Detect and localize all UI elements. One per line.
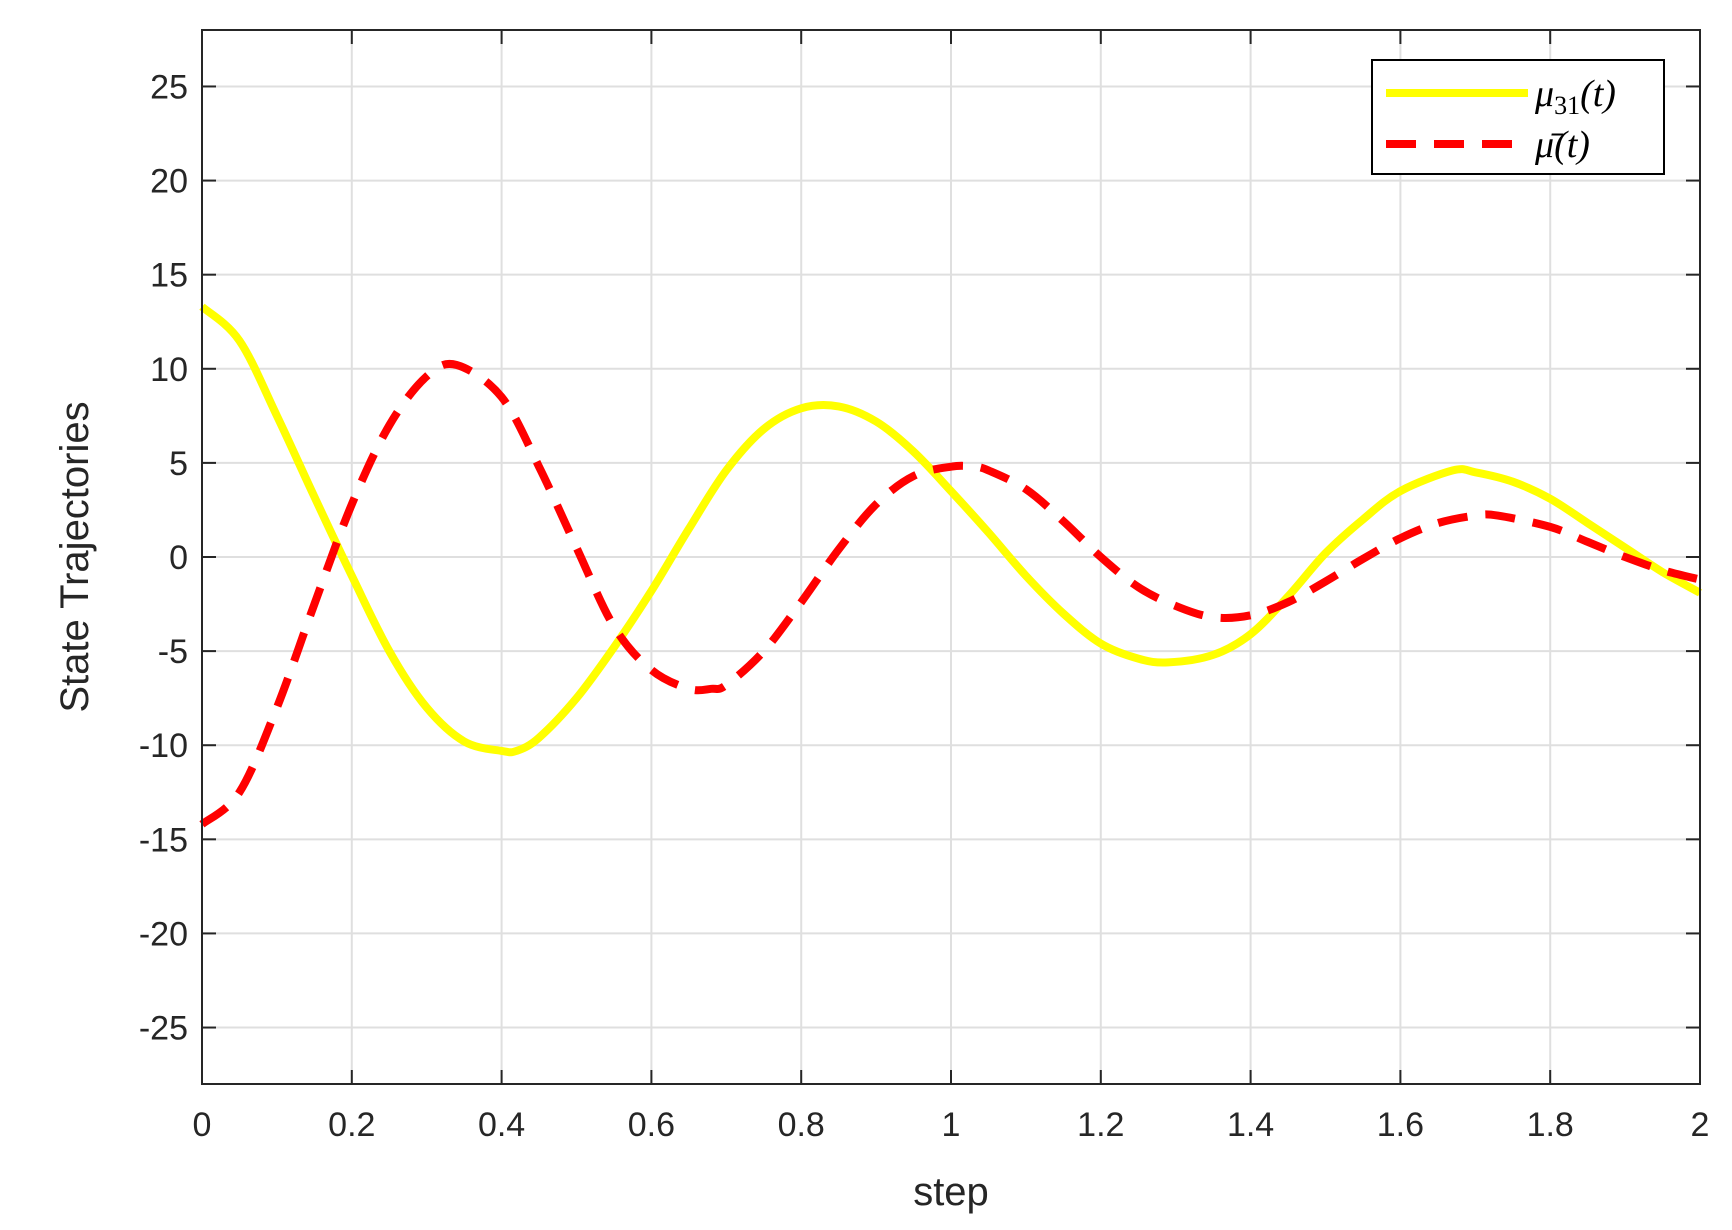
x-tick-label: 1.6 — [1377, 1106, 1424, 1144]
legend-label-mu31-base: μ — [1534, 73, 1554, 115]
y-tick-label: 25 — [150, 68, 188, 106]
y-tick-label: -25 — [139, 1010, 188, 1048]
x-tick-label: 0 — [193, 1106, 212, 1144]
legend-box — [1371, 59, 1665, 175]
x-tick-label: 0.8 — [778, 1106, 825, 1144]
y-tick-label: 5 — [169, 445, 188, 483]
x-tick-label: 0.6 — [628, 1106, 675, 1144]
y-axis-label: State Trajectories — [53, 401, 97, 712]
y-tick-label: -10 — [139, 727, 188, 765]
x-tick-label: 1.4 — [1227, 1106, 1274, 1144]
x-axis-label: step — [913, 1170, 989, 1214]
y-tick-label: 0 — [169, 539, 188, 577]
y-tick-label: 15 — [150, 257, 188, 295]
series-line-mu31 — [199, 303, 1702, 757]
y-tick-label: 10 — [150, 351, 188, 389]
legend-label-mu31-tail: (t) — [1580, 73, 1616, 115]
y-tick-label: 20 — [150, 163, 188, 201]
legend-label-mubar-tail: (t) — [1554, 124, 1590, 166]
y-tick-label: -5 — [158, 633, 188, 671]
series-layer — [199, 303, 1702, 828]
legend-label-mubar: μ̄(t) — [1534, 124, 1590, 166]
x-tick-label: 0.4 — [478, 1106, 525, 1144]
legend: μ31(t) μ̄(t) — [1371, 59, 1665, 175]
x-tick-label: 1.8 — [1527, 1106, 1574, 1144]
x-tick-label: 2 — [1691, 1106, 1710, 1144]
x-tick-label: 1.2 — [1077, 1106, 1124, 1144]
y-tick-label: -20 — [139, 915, 188, 953]
tick-labels: 0 0.2 0.4 0.6 0.8 1 1.2 1.4 1.6 1.8 2 -25 -20 -15 -10 -… — [139, 68, 1710, 1144]
ticks — [201, 30, 1701, 1084]
x-tick-label: 0.2 — [328, 1106, 375, 1144]
legend-label-mu31: μ31(t) — [1534, 73, 1616, 120]
y-tick-label: -15 — [139, 821, 188, 859]
x-tick-label: 1 — [942, 1106, 961, 1144]
legend-label-mu31-sub: 31 — [1554, 91, 1580, 120]
